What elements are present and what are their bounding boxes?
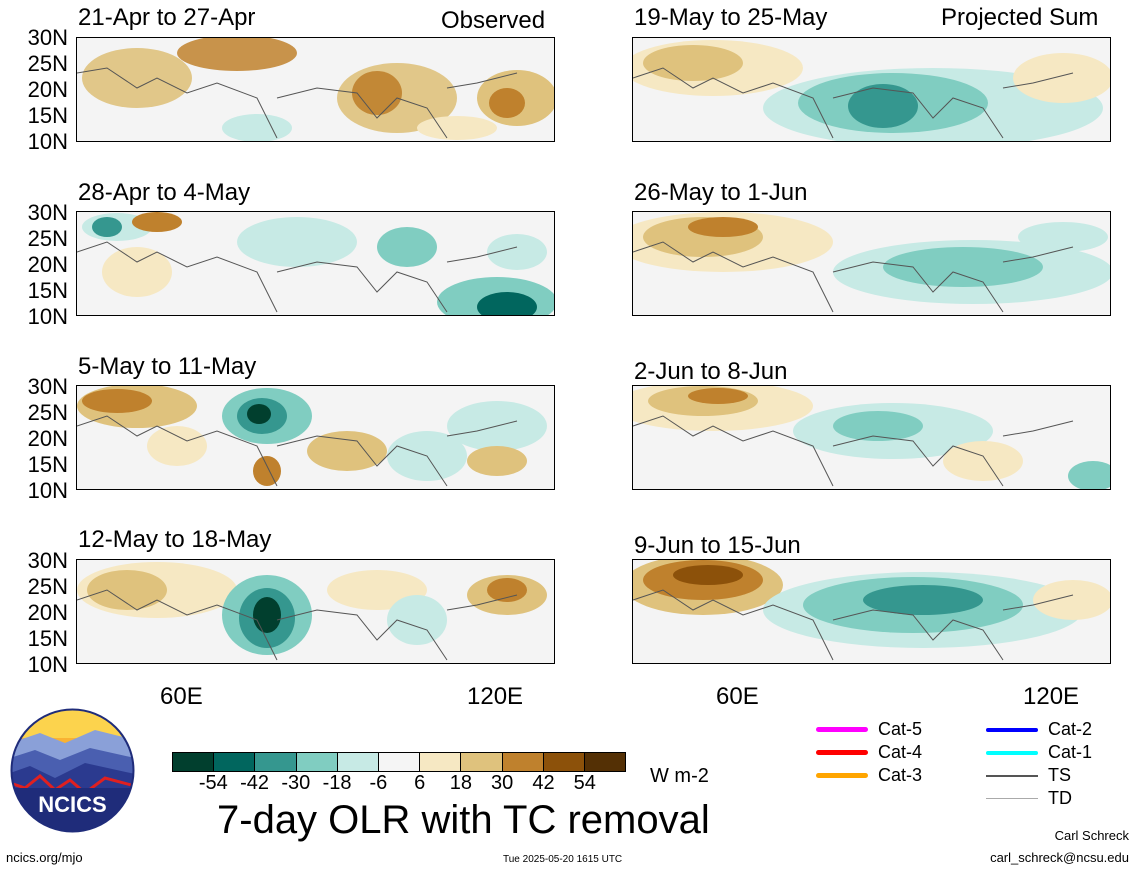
panel-tag-projected: Projected Sum [941, 4, 1099, 31]
legend-line-icon [986, 774, 1038, 777]
lat-label: 15N [27, 103, 68, 128]
legend-label: Cat-2 [1048, 719, 1093, 739]
footer-email: carl_schreck@ncsu.edu [990, 850, 1129, 865]
legend-line-icon [816, 773, 868, 778]
panel-title-4: 26-May to 1-Jun [634, 179, 808, 206]
colorbar-swatch [584, 753, 626, 771]
colorbar-swatch [255, 753, 297, 771]
panel-title-5: 5-May to 11-May [78, 353, 257, 380]
lat-label: 20N [27, 77, 68, 102]
legend-item-ts: TS [986, 764, 1092, 787]
lat-label: 10N [27, 304, 68, 329]
colorbar-tick-label: 6 [414, 772, 426, 794]
colorbar-units: W m-2 [650, 765, 709, 787]
legend-label: Cat-1 [1048, 742, 1093, 762]
lat-label: 10N [27, 652, 68, 677]
ncics-logo: NCICS [10, 708, 135, 833]
colorbar-tick-label: 42 [532, 772, 555, 794]
map-panel-observed-4 [76, 559, 555, 664]
tc-legend-left: Cat-5 Cat-4 Cat-3 [816, 718, 922, 787]
lat-label: 25N [27, 51, 68, 76]
legend-item-cat3: Cat-3 [816, 764, 922, 787]
map-panel-observed-3 [76, 385, 555, 490]
lat-label: 30N [27, 548, 68, 573]
colorbar-swatch [378, 753, 421, 771]
panel-title-7: 12-May to 18-May [78, 526, 272, 553]
map-panel-projected-4 [632, 559, 1111, 664]
legend-line-icon [986, 798, 1038, 799]
footer-author: Carl Schreck [1054, 828, 1129, 843]
legend-item-td: TD [986, 787, 1092, 810]
tc-legend-right: Cat-2 Cat-1 TS TD [986, 718, 1092, 810]
legend-line-icon [986, 727, 1038, 732]
colorbar-swatch [502, 753, 544, 771]
panel-tag-observed: Observed [441, 7, 546, 34]
lat-label: 20N [27, 252, 68, 277]
lat-label: 30N [27, 374, 68, 399]
colorbar-swatch [173, 753, 215, 771]
legend-line-icon [816, 727, 868, 732]
map-panel-projected-3 [632, 385, 1111, 490]
panel-title-1: 21-Apr to 27-Apr [78, 4, 256, 31]
legend-label: TD [1048, 788, 1072, 808]
colorbar-swatch [214, 753, 256, 771]
lat-label: 30N [27, 25, 68, 50]
map-panel-projected-2 [632, 211, 1111, 316]
lat-label: 15N [27, 452, 68, 477]
lat-label: 25N [27, 574, 68, 599]
lat-label: 15N [27, 626, 68, 651]
colorbar-tick-label: -54 [198, 772, 228, 794]
panel-title-8: 9-Jun to 15-Jun [634, 532, 801, 559]
colorbar-tick-label: -18 [322, 772, 352, 794]
lat-label: 15N [27, 278, 68, 303]
footer-url: ncics.org/mjo [6, 850, 83, 865]
colorbar [172, 752, 626, 772]
panel-title-2: 19-May to 25-May [634, 4, 828, 31]
lon-label-right-120e: 120E [1023, 683, 1080, 710]
lat-label: 25N [27, 400, 68, 425]
colorbar-tick-label: 18 [449, 772, 473, 794]
colorbar-tick-label: 54 [573, 772, 596, 794]
lon-label-right-60e: 60E [716, 683, 759, 710]
colorbar-ticks: -54 -42 -30 -18 -6 6 18 30 42 54 [172, 773, 626, 797]
lat-label: 10N [27, 478, 68, 503]
lat-label: 20N [27, 426, 68, 451]
legend-label: Cat-3 [878, 765, 923, 785]
panel-title-6: 2-Jun to 8-Jun [634, 358, 788, 385]
legend-label: TS [1048, 765, 1072, 785]
lat-label: 20N [27, 600, 68, 625]
map-panel-observed-1 [76, 37, 555, 142]
legend-line-icon [986, 750, 1038, 755]
lat-label: 25N [27, 226, 68, 251]
colorbar-swatch [420, 753, 462, 771]
colorbar-swatch [461, 753, 503, 771]
lon-label-left-120e: 120E [467, 683, 524, 710]
legend-label: Cat-4 [878, 742, 923, 762]
colorbar-swatch [543, 753, 585, 771]
lat-label: 30N [27, 200, 68, 225]
colorbar-tick-label: -30 [281, 772, 311, 794]
colorbar-swatch [337, 753, 379, 771]
legend-label: Cat-5 [878, 719, 923, 739]
panel-title-3: 28-Apr to 4-May [78, 179, 251, 206]
colorbar-tick-label: 30 [491, 772, 514, 794]
colorbar-swatch [296, 753, 338, 771]
colorbar-tick-label: -6 [369, 772, 388, 794]
lon-label-left-60e: 60E [160, 683, 203, 710]
legend-item-cat2: Cat-2 [986, 718, 1092, 741]
map-panel-projected-1 [632, 37, 1111, 142]
logo-text: NCICS [38, 792, 106, 817]
lat-label: 10N [27, 129, 68, 154]
main-title: 7-day OLR with TC removal [217, 798, 710, 842]
legend-line-icon [816, 750, 868, 755]
colorbar-tick-label: -42 [240, 772, 269, 794]
legend-item-cat5: Cat-5 [816, 718, 922, 741]
legend-item-cat4: Cat-4 [816, 741, 922, 764]
legend-item-cat1: Cat-1 [986, 741, 1092, 764]
footer-timestamp: Tue 2025-05-20 1615 UTC [503, 854, 623, 865]
map-panel-observed-2 [76, 211, 555, 316]
